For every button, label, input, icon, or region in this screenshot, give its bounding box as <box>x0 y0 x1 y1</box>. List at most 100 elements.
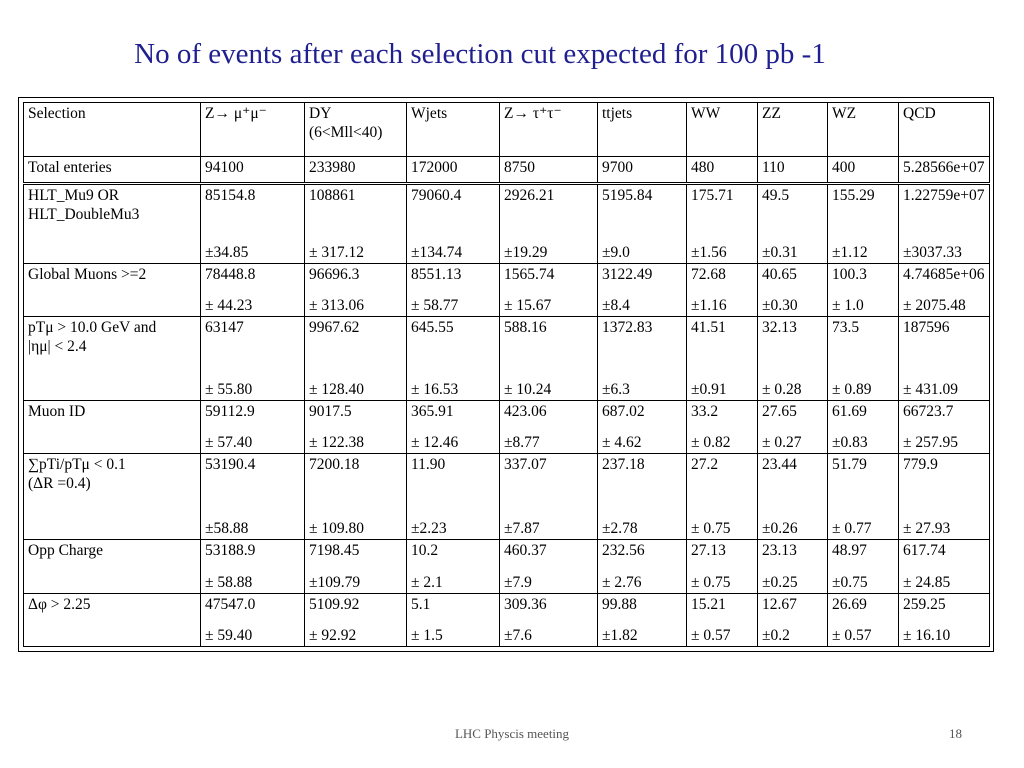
total-value: 233980 <box>304 156 407 185</box>
event-count-error: ±1.12 <box>832 243 868 261</box>
selection-label: Muon ID <box>23 400 201 455</box>
event-count-error: ± 0.75 <box>691 573 731 591</box>
event-count: 53190.4 <box>205 456 256 474</box>
event-count-error: ± 44.23 <box>205 297 253 315</box>
event-count: 423.06 <box>504 403 547 421</box>
count-cell: 27.2 ± 0.75 <box>686 453 758 541</box>
count-cell: 15.21 ± 0.57 <box>686 592 758 648</box>
event-count-error: ±9.0 <box>602 243 630 261</box>
event-count-error: ± 109.80 <box>309 520 365 538</box>
event-count-error: ± 122.38 <box>309 434 365 452</box>
count-cell: 40.65 ±0.30 <box>757 262 828 318</box>
header-column: WW <box>686 101 758 158</box>
event-count-error: ± 55.80 <box>205 381 253 399</box>
count-cell: 12.67 ±0.2 <box>757 592 828 648</box>
selection-label: HLT_Mu9 OR HLT_DoubleMu3 <box>23 182 201 264</box>
count-cell: 26.69 ± 0.57 <box>827 592 899 648</box>
event-count: 175.71 <box>691 186 734 204</box>
count-cell: 3122.49 ±8.4 <box>597 262 687 318</box>
event-count: 9967.62 <box>309 319 360 337</box>
count-cell: 588.16 ± 10.24 <box>499 316 598 402</box>
event-count-error: ±0.91 <box>691 381 727 399</box>
event-count: 59112.9 <box>205 403 255 421</box>
event-count-error: ± 15.67 <box>504 297 552 315</box>
selection-label-line: |ημ| < 2.4 <box>28 338 87 356</box>
header-column: ttjets <box>597 101 687 158</box>
event-count: 259.25 <box>903 595 946 613</box>
count-cell: 232.56 ± 2.76 <box>597 539 687 594</box>
count-cell: 5.1 ± 1.5 <box>406 592 500 648</box>
event-count-error: ±8.77 <box>504 434 540 452</box>
header-column: QCD <box>898 101 990 158</box>
count-cell: 23.13 ±0.25 <box>757 539 828 594</box>
header-column: DY (6<Mll<40) <box>304 101 407 158</box>
selection-row: Global Muons >=2 78448.8 ± 44.23 96696.3 ± 3… <box>23 262 990 318</box>
event-count: 5.1 <box>411 595 431 613</box>
selection-label-line: (ΔR =0.4) <box>28 475 91 493</box>
event-count: 4.74685e+06 <box>903 265 985 283</box>
event-count-error: ± 0.28 <box>762 381 802 399</box>
event-count: 1372.83 <box>602 319 653 337</box>
event-count: 100.3 <box>832 265 867 283</box>
event-count-error: ± 313.06 <box>309 297 365 315</box>
event-count-error: ±3037.33 <box>903 243 962 261</box>
event-count: 337.07 <box>504 456 547 474</box>
event-count: 5195.84 <box>602 186 653 204</box>
event-count: 309.36 <box>504 595 547 613</box>
count-cell: 175.71 ±1.56 <box>686 182 758 264</box>
results-table-frame: Selection Z→ μ⁺μ⁻ DY (6<Mll<40) Wjets Z→… <box>18 97 994 652</box>
selection-label: Opp Charge <box>23 539 201 594</box>
selection-label: Δφ > 2.25 <box>23 592 201 648</box>
total-entries-row: Total enteries 94100 233980 172000 8750 … <box>23 156 990 185</box>
event-count-error: ± 0.89 <box>832 381 872 399</box>
event-count: 11.90 <box>411 456 446 474</box>
count-cell: 337.07 ±7.87 <box>499 453 598 541</box>
event-count: 27.2 <box>691 456 719 474</box>
event-count: 588.16 <box>504 319 547 337</box>
count-cell: 1372.83 ±6.3 <box>597 316 687 402</box>
event-count: 99.88 <box>602 595 637 613</box>
count-cell: 8551.13 ± 58.77 <box>406 262 500 318</box>
event-count: 12.67 <box>762 595 797 613</box>
event-count-error: ±0.2 <box>762 627 790 644</box>
event-count: 53188.9 <box>205 542 256 560</box>
event-count: 48.97 <box>832 542 867 560</box>
event-count-error: ±8.4 <box>602 297 630 315</box>
count-cell: 1.22759e+07 ±3037.33 <box>898 182 990 264</box>
count-cell: 237.18 ±2.78 <box>597 453 687 541</box>
event-count-error: ±1.56 <box>691 243 727 261</box>
total-value: 480 <box>686 156 758 185</box>
header-column: Z→ μ⁺μ⁻ <box>200 101 305 158</box>
selection-label-line: Global Muons >=2 <box>28 265 147 283</box>
event-count: 3122.49 <box>602 265 653 283</box>
event-count: 460.37 <box>504 542 547 560</box>
header-column: Wjets <box>406 101 500 158</box>
selection-row: ∑pTi/pTμ < 0.1 (ΔR =0.4) 53190.4 ±58.88 7200… <box>23 453 990 541</box>
event-count-error: ±0.26 <box>762 520 798 538</box>
selection-label-line: HLT_Mu9 OR <box>28 186 120 204</box>
event-count: 1.22759e+07 <box>903 186 985 204</box>
count-cell: 61.69 ±0.83 <box>827 400 899 455</box>
count-cell: 79060.4 ±134.74 <box>406 182 500 264</box>
event-count-error: ±0.75 <box>832 573 868 591</box>
event-count: 61.69 <box>832 403 867 421</box>
count-cell: 1565.74 ± 15.67 <box>499 262 598 318</box>
count-cell: 100.3 ± 1.0 <box>827 262 899 318</box>
event-count-error: ± 92.92 <box>309 627 357 644</box>
footer-text: LHC Physcis meeting <box>454 726 570 741</box>
event-count: 27.65 <box>762 403 797 421</box>
total-value: 400 <box>827 156 899 185</box>
count-cell: 49.5 ±0.31 <box>757 182 828 264</box>
event-count-error: ± 58.88 <box>205 573 253 591</box>
event-count-error: ±7.6 <box>504 627 532 644</box>
count-cell: 7200.18 ± 109.80 <box>304 453 407 541</box>
table-body: Selection Z→ μ⁺μ⁻ DY (6<Mll<40) Wjets Z→… <box>23 101 990 648</box>
selection-label-line: Δφ > 2.25 <box>28 595 91 613</box>
selection-row: HLT_Mu9 OR HLT_DoubleMu3 85154.8 ±34.85 1088… <box>23 182 990 264</box>
event-count-error: ± 1.0 <box>832 297 864 315</box>
event-count-error: ±6.3 <box>602 381 630 399</box>
event-count: 49.5 <box>762 186 790 204</box>
event-count: 26.69 <box>832 595 867 613</box>
event-count: 687.02 <box>602 403 645 421</box>
event-count-error: ± 16.53 <box>411 381 459 399</box>
